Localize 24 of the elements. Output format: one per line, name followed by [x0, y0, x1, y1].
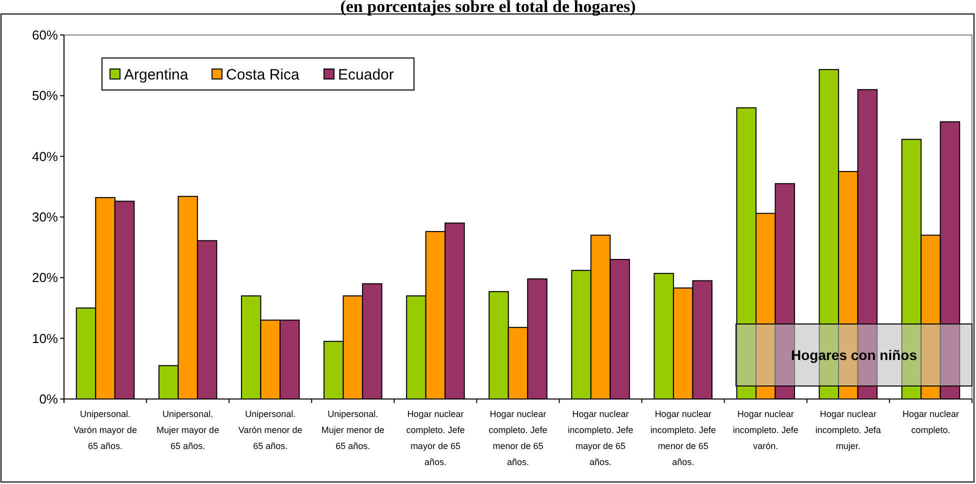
y-tick-label: 50%: [32, 88, 58, 104]
label-box: Hogares con niños: [736, 324, 972, 386]
x-tick-label: Unipersonal. Mujer menor de 65 años.: [321, 409, 384, 451]
x-tick-label: Unipersonal. Varón menor de 65 años.: [238, 409, 302, 451]
y-tick-label: 0%: [39, 392, 58, 407]
y-tick-label: 60%: [32, 28, 58, 43]
x-tick-label: Hogar nuclear completo. Jefe mayor de 65 años.: [406, 409, 465, 467]
x-tick-label: Hogar nuclear incompleto. Jefe mayor de 65 años.: [568, 409, 634, 467]
x-tick-label: Hogar nuclear incompleto. Jefa mujer.: [815, 409, 881, 451]
x-tick-label: Hogar nuclear completo.: [902, 409, 959, 435]
x-tick-label: Unipersonal. Mujer mayor de 65 años.: [156, 409, 220, 451]
x-tick-label: Hogar nuclear completo. Jefe menor de 65 años.: [488, 409, 548, 467]
legend-label: Costa Rica: [226, 66, 300, 84]
x-tick-label: Unipersonal. Varón mayor de 65 años.: [74, 409, 137, 451]
legend-label: Argentina: [124, 66, 189, 84]
legend-label: Ecuador: [338, 66, 394, 84]
x-tick-label: Hogar nuclear incompleto. Jefe menor de 65 años.: [650, 409, 716, 467]
y-tick-label: 20%: [32, 270, 58, 286]
annotation: Hogares con niños: [790, 346, 918, 363]
y-tick-label: 40%: [32, 148, 58, 164]
y-tick-label: 10%: [32, 330, 58, 346]
x-tick-label: Hogar nuclear incompleto. Jefe varón.: [732, 409, 798, 451]
y-tick-label: 30%: [32, 210, 58, 225]
chart-title: (en porcentajes sobre el total de hogares): [340, 0, 636, 16]
